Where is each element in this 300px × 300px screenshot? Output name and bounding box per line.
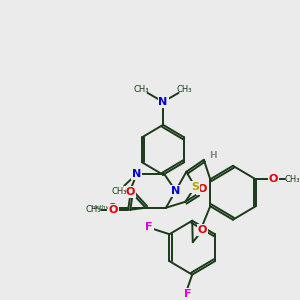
Text: O: O xyxy=(125,187,135,197)
Text: O: O xyxy=(198,225,207,235)
Text: CH₃: CH₃ xyxy=(112,187,127,196)
Text: CH₃: CH₃ xyxy=(285,175,300,184)
Text: CH₃: CH₃ xyxy=(85,205,101,214)
Text: F: F xyxy=(184,289,191,298)
Text: F: F xyxy=(146,222,153,232)
Text: O: O xyxy=(268,174,278,184)
Text: N: N xyxy=(132,169,142,179)
Text: methyl: methyl xyxy=(91,205,111,210)
Text: O: O xyxy=(108,203,117,213)
Text: S: S xyxy=(191,182,199,192)
Text: CH₃: CH₃ xyxy=(177,85,192,94)
Text: CH₃: CH₃ xyxy=(134,85,149,94)
Text: N: N xyxy=(171,186,180,196)
Text: O: O xyxy=(109,205,118,215)
Text: H: H xyxy=(209,151,216,160)
Text: O: O xyxy=(197,184,207,194)
Text: N: N xyxy=(158,97,168,107)
